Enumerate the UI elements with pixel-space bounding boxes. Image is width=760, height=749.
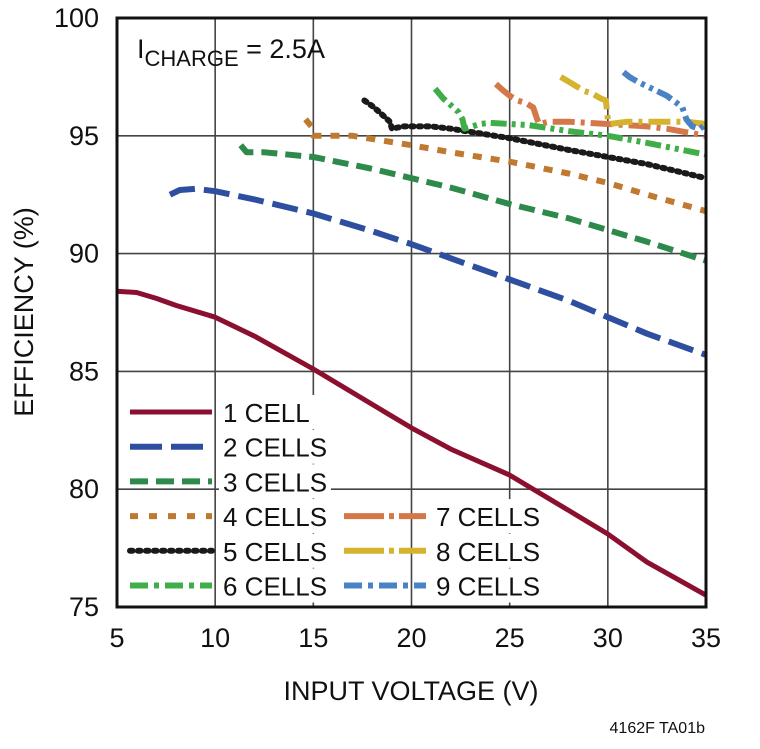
x-tick-label: 10 (200, 623, 230, 653)
series-6-cells-line (432, 86, 707, 158)
legend-label-knockout (219, 533, 331, 568)
x-axis-ticks: 5 10 15 20 25 30 35 (109, 623, 721, 653)
legend-label-knockout (219, 568, 331, 603)
y-tick-label: 95 (69, 121, 99, 151)
legend-label-knockout (432, 499, 544, 534)
x-axis-title: INPUT VOLTAGE (V) (283, 676, 538, 706)
series-1-cells-line (116, 288, 708, 598)
x-tick-label: 5 (109, 623, 124, 653)
legend-label: 6 CELLS (223, 572, 327, 602)
y-tick-label: 75 (69, 592, 99, 622)
legend-label-knockout (432, 533, 544, 568)
legend-label: 7 CELLS (436, 502, 540, 532)
legend-label-knockout (432, 568, 544, 603)
legend-label-knockout (219, 429, 331, 464)
legend-label: 8 CELLS (436, 537, 540, 567)
legend-label-knockout (219, 499, 331, 534)
x-tick-label: 20 (396, 623, 426, 653)
series-5-cells-line (361, 97, 709, 182)
series-8-cells-line (559, 74, 707, 127)
x-tick-label: 25 (495, 623, 525, 653)
y-tick-label: 100 (54, 3, 99, 33)
legend-label: 9 CELLS (436, 572, 540, 602)
series-9-cells-line (621, 69, 708, 132)
legend-label-knockout (219, 464, 331, 499)
legend-label: 2 CELLS (223, 433, 327, 463)
y-axis-ticks: 75 80 85 90 95 100 (54, 3, 99, 622)
x-tick-label: 35 (691, 623, 721, 653)
y-tick-label: 85 (69, 356, 99, 386)
y-axis-title: EFFICIENCY (%) (9, 207, 39, 417)
legend-label: 3 CELLS (223, 467, 327, 497)
annotation-icharge: ICHARGE = 2.5A (137, 34, 325, 71)
legend-label: 4 CELLS (223, 502, 327, 532)
figure-id: 4162F TA01b (610, 720, 706, 737)
series-7-cells-line (493, 81, 707, 139)
series-4-cells-line (303, 117, 707, 215)
x-tick-label: 30 (593, 623, 623, 653)
legend-label-knockout (219, 395, 331, 429)
data-series (116, 69, 709, 598)
legend-label: 1 CELL (223, 398, 310, 428)
legend: 1 CELL 2 CELLS 3 CELLS 4 CELLS 5 CELLS 6 CELL… (127, 395, 544, 603)
y-tick-label: 90 (69, 239, 99, 269)
x-tick-label: 15 (298, 623, 328, 653)
legend-label: 5 CELLS (223, 537, 327, 567)
series-3-cells-line (238, 143, 707, 264)
plot-frame (115, 16, 708, 609)
y-tick-label: 80 (69, 474, 99, 504)
series-2-cells-line (168, 185, 708, 358)
